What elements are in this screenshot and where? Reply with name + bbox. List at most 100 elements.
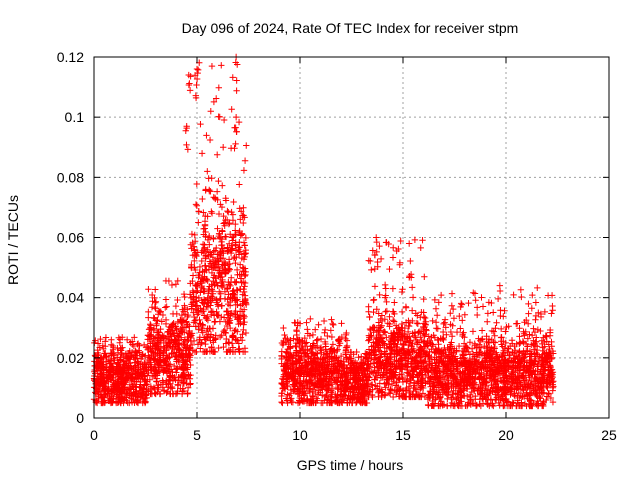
data-point bbox=[334, 392, 341, 399]
data-point bbox=[420, 330, 427, 337]
data-point bbox=[436, 395, 443, 403]
x-tick-label: 25 bbox=[601, 427, 617, 443]
data-point bbox=[284, 391, 291, 398]
data-point bbox=[501, 374, 508, 381]
data-point bbox=[353, 377, 361, 385]
data-point bbox=[459, 373, 466, 380]
data-point bbox=[309, 386, 317, 393]
data-point bbox=[503, 397, 510, 405]
data-point-peak bbox=[193, 75, 201, 83]
data-point bbox=[450, 387, 457, 394]
data-point bbox=[519, 364, 527, 371]
data-point bbox=[164, 328, 171, 336]
data-point bbox=[198, 150, 206, 157]
data-point bbox=[152, 367, 159, 374]
data-point bbox=[199, 195, 206, 203]
data-point bbox=[478, 294, 485, 301]
data-point bbox=[289, 370, 296, 377]
data-point bbox=[120, 373, 127, 381]
data-point bbox=[169, 368, 176, 376]
data-point bbox=[390, 244, 397, 251]
data-point bbox=[200, 305, 207, 313]
data-point-peak bbox=[204, 168, 211, 175]
data-point bbox=[216, 333, 224, 341]
data-point bbox=[525, 310, 532, 317]
data-point bbox=[350, 389, 357, 396]
data-point bbox=[149, 343, 156, 350]
data-point bbox=[283, 372, 290, 380]
data-point bbox=[435, 299, 442, 306]
data-point bbox=[199, 241, 207, 248]
data-point bbox=[483, 332, 490, 340]
data-point bbox=[501, 344, 509, 352]
data-point bbox=[539, 401, 547, 408]
data-point bbox=[347, 370, 354, 377]
data-point bbox=[328, 356, 335, 363]
data-point bbox=[353, 348, 360, 356]
data-point bbox=[383, 307, 391, 315]
data-point bbox=[209, 293, 216, 301]
data-point bbox=[458, 361, 465, 369]
data-point bbox=[213, 151, 221, 158]
data-point bbox=[324, 396, 331, 403]
data-point bbox=[160, 339, 167, 347]
data-point bbox=[444, 395, 451, 403]
data-point bbox=[410, 379, 418, 386]
data-point bbox=[390, 318, 398, 325]
data-point bbox=[457, 325, 464, 332]
data-point-peak bbox=[407, 257, 414, 265]
data-point bbox=[328, 393, 335, 400]
data-point bbox=[282, 376, 290, 383]
data-point bbox=[106, 367, 113, 375]
data-point bbox=[212, 195, 219, 203]
data-point bbox=[162, 277, 170, 285]
data-point bbox=[133, 389, 140, 397]
data-point bbox=[333, 395, 340, 403]
data-point bbox=[284, 399, 291, 407]
data-point bbox=[471, 368, 478, 376]
data-point bbox=[282, 335, 289, 342]
data-point bbox=[218, 227, 226, 234]
data-point bbox=[517, 360, 524, 367]
data-point bbox=[209, 264, 216, 271]
data-point bbox=[162, 304, 169, 311]
data-point bbox=[170, 339, 177, 346]
data-point bbox=[537, 327, 544, 335]
data-point bbox=[508, 385, 516, 392]
data-point bbox=[294, 322, 301, 329]
data-point bbox=[152, 286, 159, 293]
data-point bbox=[210, 98, 218, 106]
data-point-peak bbox=[373, 248, 380, 256]
data-point bbox=[437, 291, 445, 299]
data-point bbox=[195, 208, 203, 215]
data-point bbox=[287, 351, 294, 359]
data-point bbox=[384, 375, 392, 383]
data-point bbox=[399, 366, 406, 373]
data-point bbox=[478, 359, 486, 367]
data-point bbox=[219, 278, 226, 285]
data-point bbox=[498, 391, 505, 398]
data-point bbox=[320, 317, 328, 325]
data-point bbox=[133, 352, 140, 359]
data-point bbox=[181, 293, 188, 301]
data-point bbox=[222, 216, 229, 224]
data-point bbox=[492, 381, 499, 388]
data-point bbox=[383, 379, 390, 387]
data-point bbox=[220, 314, 228, 321]
data-point bbox=[388, 380, 396, 388]
data-point bbox=[308, 350, 315, 357]
data-point bbox=[375, 310, 382, 317]
data-point bbox=[530, 340, 538, 347]
data-point bbox=[304, 326, 311, 333]
data-point bbox=[114, 391, 121, 398]
data-point bbox=[509, 379, 516, 386]
data-point bbox=[418, 309, 425, 316]
data-point bbox=[517, 339, 524, 347]
data-point bbox=[361, 395, 368, 403]
data-point bbox=[94, 346, 101, 354]
data-point bbox=[460, 340, 468, 347]
data-point bbox=[125, 386, 132, 393]
data-point bbox=[172, 302, 180, 310]
data-point bbox=[386, 320, 393, 328]
